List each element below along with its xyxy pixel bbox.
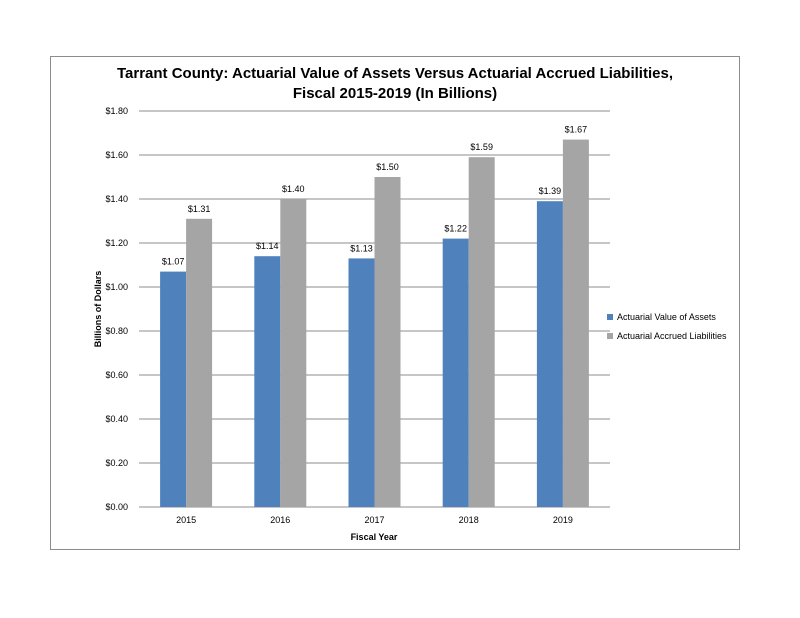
y-tick-label: $1.40 — [105, 194, 128, 204]
data-label: $1.13 — [350, 243, 373, 253]
bar — [348, 258, 375, 507]
y-tick-label: $0.40 — [105, 414, 128, 424]
y-axis-title: Billions of Dollars — [93, 271, 103, 348]
x-tick-label: 2016 — [270, 515, 290, 525]
legend-swatch — [607, 333, 613, 339]
data-label: $1.14 — [256, 241, 279, 251]
y-tick-label: $1.80 — [105, 106, 128, 116]
y-axis-ticks: $0.00 $0.20 $0.40 $0.60 $0.80 $1.00 $1.20 $1.40… — [105, 106, 128, 512]
data-label: $1.40 — [282, 184, 305, 194]
legend: Actuarial Value of Assets Actuarial Accru… — [607, 312, 727, 341]
legend-swatch — [607, 314, 613, 320]
data-label: $1.22 — [444, 224, 467, 234]
bar — [468, 157, 495, 507]
data-label: $1.39 — [539, 186, 562, 196]
data-labels: $1.07 $1.31 $1.14 $1.40 $1.13 $1.50 $1.22 $1.59… — [162, 125, 587, 267]
data-label: $1.31 — [188, 204, 211, 214]
x-tick-label: 2017 — [364, 515, 384, 525]
x-tick-label: 2015 — [176, 515, 196, 525]
bar — [280, 199, 307, 507]
data-label: $1.50 — [376, 162, 399, 172]
bar — [442, 238, 469, 507]
data-label: $1.07 — [162, 257, 185, 267]
bar — [536, 201, 563, 507]
x-axis-title: Fiscal Year — [351, 532, 398, 542]
bar — [562, 139, 589, 507]
bars — [160, 139, 589, 508]
bar — [186, 218, 213, 508]
bar — [160, 271, 187, 507]
x-tick-label: 2019 — [553, 515, 573, 525]
y-tick-label: $0.80 — [105, 326, 128, 336]
x-tick-label: 2018 — [459, 515, 479, 525]
y-tick-label: $1.00 — [105, 282, 128, 292]
y-tick-label: $1.60 — [105, 150, 128, 160]
chart-title: Tarrant County: Actuarial Value of Asset… — [117, 65, 673, 82]
y-tick-label: $0.00 — [105, 502, 128, 512]
legend-label: Actuarial Value of Assets — [617, 312, 716, 322]
data-label: $1.59 — [470, 142, 493, 152]
chart-subtitle: Fiscal 2015-2019 (In Billions) — [293, 85, 497, 102]
gridlines — [139, 110, 610, 508]
data-label: $1.67 — [565, 125, 588, 135]
x-axis-ticks: 2015 2016 2017 2018 2019 — [176, 515, 573, 525]
y-tick-label: $0.20 — [105, 458, 128, 468]
bar — [254, 256, 281, 507]
legend-label: Actuarial Accrued Liabilities — [617, 331, 727, 341]
bar — [374, 177, 401, 507]
y-tick-label: $1.20 — [105, 238, 128, 248]
y-tick-label: $0.60 — [105, 370, 128, 380]
